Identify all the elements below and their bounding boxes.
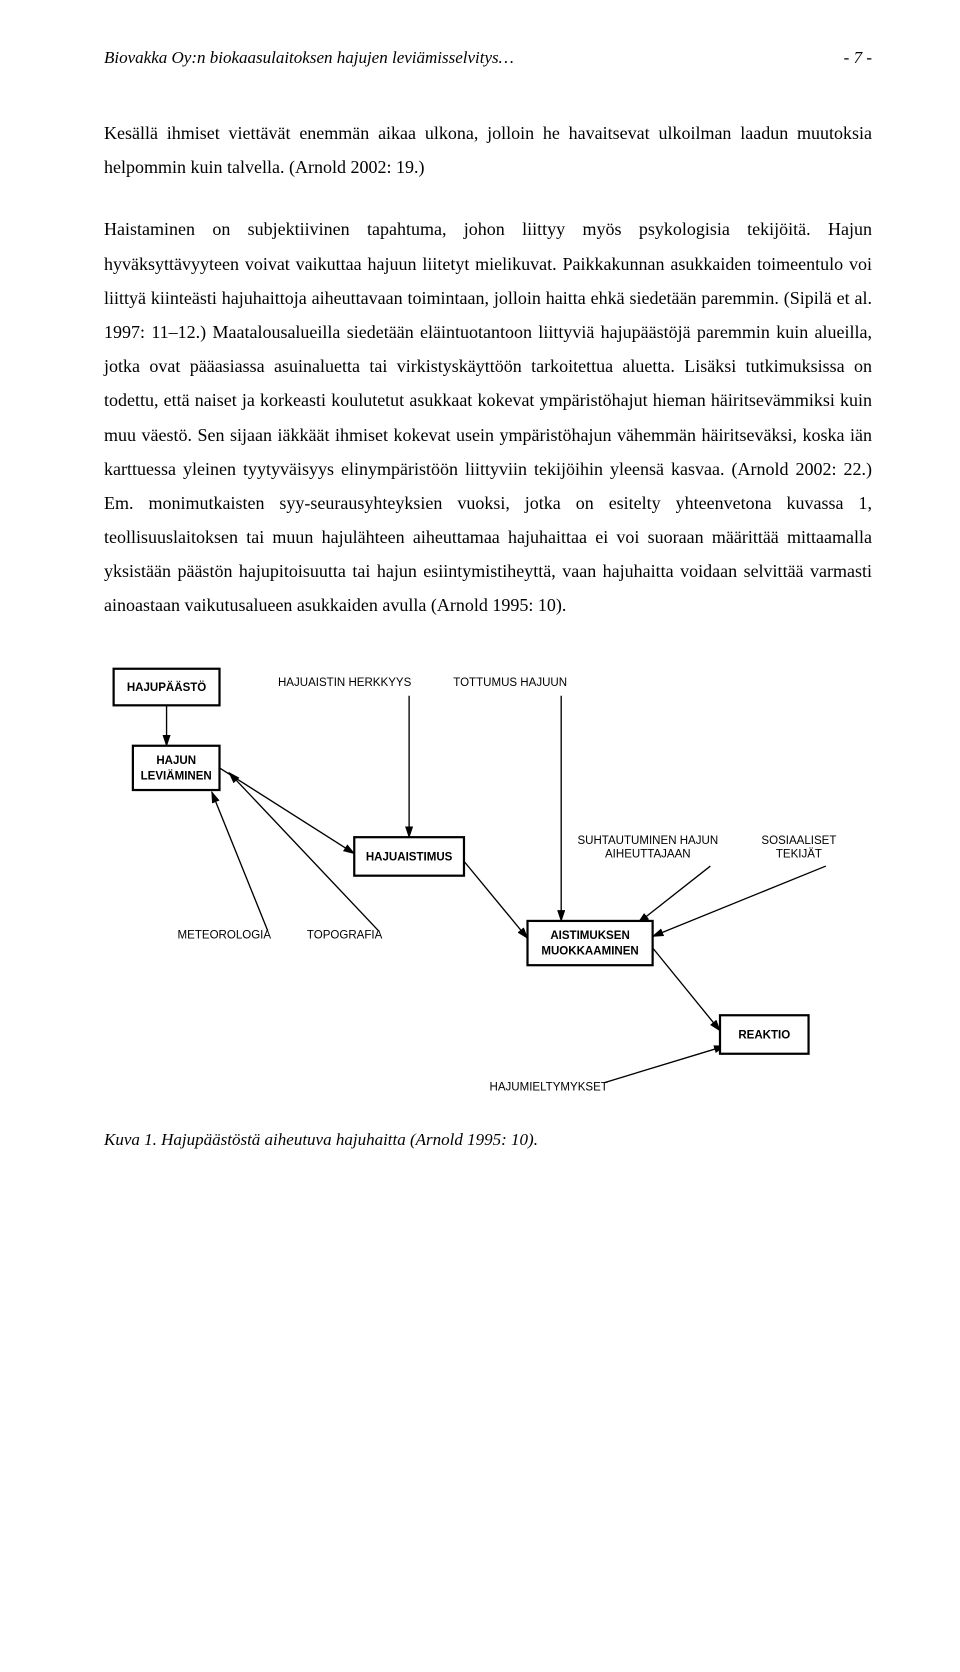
box-label-modify: AISTIMUKSEN (550, 930, 629, 942)
label-meteorology: METEOROLOGIA (178, 929, 272, 941)
running-title: Biovakka Oy:n biokaasulaitoksen hajujen … (104, 48, 828, 68)
label-sensitivity: HAJUAISTIN HERKKYYS (278, 677, 412, 689)
label-social-2: TEKIJÄT (776, 848, 822, 860)
arrow (653, 948, 720, 1031)
label-social: SOSIAALISET (761, 835, 836, 847)
label-attitude-2: AIHEUTTAJAAN (605, 848, 691, 860)
running-header: Biovakka Oy:n biokaasulaitoksen hajujen … (104, 48, 872, 68)
box-label-emission: HAJUPÄÄSTÖ (127, 681, 206, 694)
box-label-spread: HAJUN (156, 755, 196, 767)
box-label-reaction: REAKTIO (738, 1029, 790, 1041)
label-prefs: HAJUMIELTYMYKSET (490, 1081, 608, 1093)
label-habituation: TOTTUMUS HAJUUN (453, 677, 567, 689)
arrow (638, 866, 710, 923)
arrow (605, 1046, 725, 1083)
figure-1-caption: Kuva 1. Hajupäästöstä aiheutuva hajuhait… (104, 1130, 872, 1150)
paragraph-1: Kesällä ihmiset viettävät enemmän aikaa … (104, 116, 872, 184)
box-modify (528, 921, 653, 965)
arrow (220, 768, 355, 854)
label-attitude: SUHTAUTUMINEN HAJUN (577, 835, 718, 847)
arrow (653, 866, 826, 936)
figure-1-diagram: HAJUPÄÄSTÖ HAJUN LEVIÄMINEN HAJUAISTIMUS AIS… (104, 659, 872, 1102)
arrow (464, 861, 528, 938)
box-label-spread-2: LEVIÄMINEN (141, 769, 212, 782)
box-spread (133, 745, 220, 789)
arrow (212, 792, 268, 931)
box-label-stimulus: HAJUAISTIMUS (366, 851, 453, 863)
box-label-modify-2: MUOKKAAMINEN (541, 945, 638, 957)
flowchart-svg: HAJUPÄÄSTÖ HAJUN LEVIÄMINEN HAJUAISTIMUS AIS… (104, 659, 874, 1102)
page-number: - 7 - (844, 48, 872, 68)
paragraph-2: Haistaminen on subjektiivinen tapahtuma,… (104, 212, 872, 622)
label-topography: TOPOGRAFIA (307, 929, 383, 941)
